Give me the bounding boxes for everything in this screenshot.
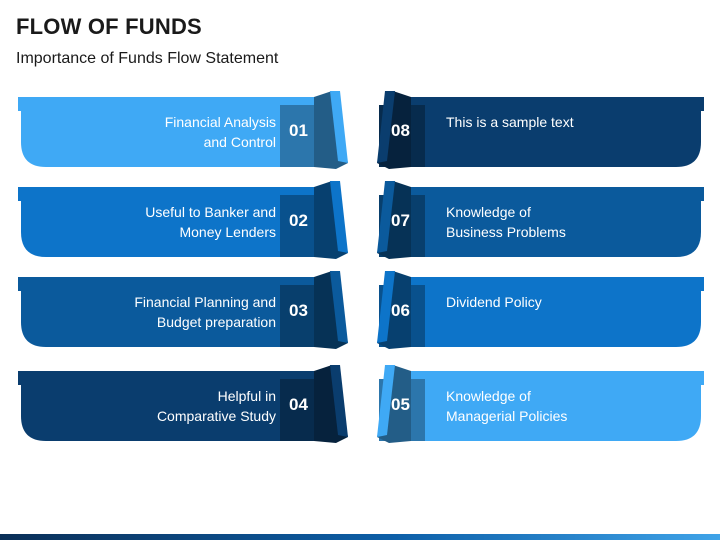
ribbon-top-strip: [407, 97, 704, 111]
item-07: Knowledge of Business Problems 07: [367, 181, 707, 259]
ribbon-body: [411, 291, 701, 347]
page-title: FLOW OF FUNDS: [16, 14, 202, 39]
item-04: Helpful in Comparative Study 04: [18, 365, 358, 443]
ribbon-shape: [18, 365, 348, 443]
ribbon-shape: [18, 181, 348, 259]
ribbon-fold-highlight: [377, 91, 395, 163]
item-number: 02: [289, 211, 308, 230]
number-tab: [280, 105, 314, 167]
item-number: 08: [391, 121, 410, 140]
number-tab: [280, 195, 314, 257]
item-01: Financial Analysis and Control 01: [18, 91, 358, 169]
ribbon-fold-highlight: [330, 365, 348, 437]
item-number: 04: [289, 395, 308, 414]
item-text: Financial Planning and Budget preparatio…: [134, 294, 276, 330]
item-number: 03: [289, 301, 308, 320]
item-05: Knowledge of Managerial Policies 05: [367, 365, 707, 443]
item-03: Financial Planning and Budget preparatio…: [18, 271, 358, 349]
ribbon-top-strip: [18, 277, 318, 291]
number-tab: [280, 379, 314, 441]
item-08: This is a sample text 08: [367, 91, 707, 169]
bottom-gradient-bar: [0, 534, 720, 540]
ribbon-top-strip: [407, 187, 704, 201]
ribbon-fold-highlight: [377, 365, 395, 437]
item-number: 06: [391, 301, 410, 320]
ribbon-shape: [377, 181, 704, 259]
page-subtitle: Importance of Funds Flow Statement: [16, 50, 279, 67]
ribbon-top-strip: [18, 187, 318, 201]
ribbon-shape: [377, 271, 704, 349]
ribbon-body: [411, 201, 701, 257]
ribbon-top-strip: [407, 277, 704, 291]
ribbon-top-strip: [407, 371, 704, 385]
item-text: Dividend Policy: [446, 294, 542, 310]
ribbon-body: [21, 201, 314, 257]
item-text: Helpful in Comparative Study: [156, 388, 276, 424]
item-06: Dividend Policy 06: [367, 271, 707, 349]
item-text: Financial Analysis and Control: [164, 114, 276, 150]
ribbon-fold-highlight: [377, 181, 395, 253]
item-number: 01: [289, 121, 308, 140]
item-text: Knowledge of Business Problems: [446, 204, 566, 240]
ribbon-body: [411, 385, 701, 441]
ribbon-shape: [377, 365, 704, 443]
number-tab: [280, 285, 314, 347]
item-number: 05: [391, 395, 410, 414]
ribbon-body: [21, 291, 314, 347]
ribbon-shape: [377, 91, 704, 169]
ribbon-shape: [18, 271, 348, 349]
item-text: Knowledge of Managerial Policies: [446, 388, 568, 424]
ribbon-shape: [18, 91, 348, 169]
ribbon-body: [21, 111, 314, 167]
ribbon-body: [21, 385, 314, 441]
ribbon-top-strip: [18, 371, 318, 385]
item-text: Useful to Banker and Money Lenders: [145, 204, 276, 240]
ribbon-fold-highlight: [330, 91, 348, 163]
ribbon-top-strip: [18, 97, 318, 111]
ribbon-body: [411, 111, 701, 167]
ribbon-fold-highlight: [330, 181, 348, 253]
item-text: This is a sample text: [446, 114, 574, 130]
ribbon-fold-highlight: [330, 271, 348, 343]
ribbon-fold-highlight: [377, 271, 395, 343]
item-number: 07: [391, 211, 410, 230]
item-02: Useful to Banker and Money Lenders 02: [18, 181, 358, 259]
